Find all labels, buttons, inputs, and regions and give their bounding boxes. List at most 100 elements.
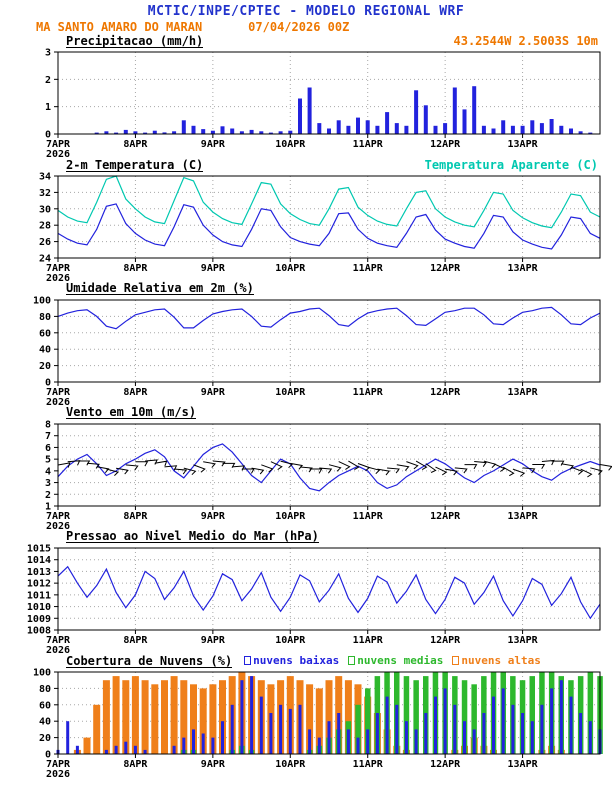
grid-lines xyxy=(58,424,600,506)
legend-mid-clouds: nuvens medias xyxy=(348,654,443,667)
svg-text:1011: 1011 xyxy=(27,590,51,601)
mid-clouds-swatch-icon xyxy=(348,656,356,665)
svg-text:80: 80 xyxy=(39,312,51,323)
high-clouds-label: nuvens altas xyxy=(461,654,541,667)
svg-text:10APR: 10APR xyxy=(275,139,306,150)
svg-text:13APR: 13APR xyxy=(508,139,539,150)
svg-text:9APR: 9APR xyxy=(201,635,226,646)
svg-text:8APR: 8APR xyxy=(123,759,148,770)
main-title: MCTIC/INPE/CPTEC - MODELO REGIONAL WRF xyxy=(147,4,465,19)
pressure-title: Pressao ao Nivel Medio do Mar (hPa) xyxy=(66,529,319,543)
svg-text:2026: 2026 xyxy=(46,273,70,282)
svg-text:0: 0 xyxy=(45,130,51,141)
svg-text:8APR: 8APR xyxy=(123,139,148,150)
series-precip xyxy=(94,86,593,134)
svg-text:3: 3 xyxy=(45,48,51,59)
axis-box xyxy=(57,423,601,507)
svg-text:2: 2 xyxy=(45,490,51,501)
svg-text:10APR: 10APR xyxy=(275,387,306,398)
grid-lines xyxy=(58,548,600,630)
station-label: MA SANTO AMARO DO MARAN xyxy=(36,20,203,34)
panel-temperature: 2-m Temperatura (C) Temperatura Aparente… xyxy=(0,158,612,282)
low-clouds-label: nuvens baixas xyxy=(253,654,340,667)
panel-humidity: Umidade Relativa em 2m (%) 0 20 40 60 80 100 7… xyxy=(0,282,612,406)
pressure-plot: 100810091010101110121013101410157APR2026… xyxy=(27,544,601,654)
wind-chart: 1 2 3 4 5 6 7 8 7APR 2026 8APR 9APR 10APR 11APR 12APR 1… xyxy=(0,420,612,530)
precipitation-title: Precipitacao (mm/h) xyxy=(66,34,204,48)
svg-text:10APR: 10APR xyxy=(275,635,306,646)
svg-text:12APR: 12APR xyxy=(430,511,461,522)
series-apparent-temp xyxy=(57,175,601,229)
page-header: MCTIC/INPE/CPTEC - MODELO REGIONAL WRF M… xyxy=(0,0,612,34)
svg-text:13APR: 13APR xyxy=(508,263,539,274)
wind-title-row: Vento em 10m (m/s) xyxy=(0,406,612,420)
apparent-temperature-legend-label: Temperatura Aparente (C) xyxy=(424,158,598,172)
svg-text:7APR: 7APR xyxy=(46,759,71,770)
svg-text:9APR: 9APR xyxy=(201,387,226,398)
svg-text:12APR: 12APR xyxy=(430,387,461,398)
svg-text:12APR: 12APR xyxy=(430,759,461,770)
legend-low-clouds: nuvens baixas xyxy=(244,654,339,667)
temperature-title: 2-m Temperatura (C) xyxy=(66,158,204,172)
svg-text:11APR: 11APR xyxy=(353,387,384,398)
svg-text:40: 40 xyxy=(39,345,51,356)
svg-text:10APR: 10APR xyxy=(275,511,306,522)
precipitation-chart: 0 1 2 3 7APR 2026 8APR 9APR 10APR 11APR 12APR 13APR xyxy=(0,48,612,158)
humidity-chart: 0 20 40 60 80 100 7APR 2026 8APR 9APR 10APR 11APR 12… xyxy=(0,296,612,406)
wind-title: Vento em 10m (m/s) xyxy=(66,405,197,419)
axis-box xyxy=(57,175,601,259)
location-coords-label: 43.2544W 2.5003S 10m xyxy=(453,34,599,48)
svg-text:20: 20 xyxy=(39,361,51,372)
y-axis: 0 20 40 60 80 100 xyxy=(33,668,58,761)
svg-text:1010: 1010 xyxy=(27,602,51,613)
svg-text:13APR: 13APR xyxy=(508,511,539,522)
svg-text:8APR: 8APR xyxy=(123,511,148,522)
svg-text:28: 28 xyxy=(39,221,51,232)
svg-text:3: 3 xyxy=(45,478,51,489)
svg-text:4: 4 xyxy=(45,466,51,477)
svg-text:8APR: 8APR xyxy=(123,387,148,398)
svg-text:32: 32 xyxy=(39,188,51,199)
mid-clouds-label: nuvens medias xyxy=(357,654,444,667)
svg-text:26: 26 xyxy=(39,237,51,248)
run-datetime-label: 07/04/2026 00Z xyxy=(248,20,350,34)
svg-text:7APR: 7APR xyxy=(46,511,71,522)
axis-box xyxy=(57,51,601,135)
y-axis: 24 26 28 30 32 34 xyxy=(39,172,58,265)
series-rh2m xyxy=(57,306,601,330)
high-clouds-swatch-icon xyxy=(452,656,460,665)
cloud-legend: nuvens baixas nuvens medias nuvens altas xyxy=(244,654,541,667)
svg-text:11APR: 11APR xyxy=(353,139,384,150)
svg-text:9APR: 9APR xyxy=(201,759,226,770)
svg-text:7APR: 7APR xyxy=(46,635,71,646)
svg-text:8APR: 8APR xyxy=(123,635,148,646)
svg-text:1014: 1014 xyxy=(27,555,51,566)
svg-text:2026: 2026 xyxy=(46,149,70,158)
svg-text:8APR: 8APR xyxy=(123,263,148,274)
svg-text:2: 2 xyxy=(45,75,51,86)
precipitation-title-row: Precipitacao (mm/h) 43.2544W 2.5003S 10m xyxy=(0,34,612,48)
svg-text:10APR: 10APR xyxy=(275,263,306,274)
svg-text:0: 0 xyxy=(45,750,51,761)
svg-text:20: 20 xyxy=(39,733,51,744)
panel-wind: Vento em 10m (m/s) 1 2 3 4 5 6 7 8 7APR 2026 8APR 9… xyxy=(0,406,612,530)
temperature-chart: 24 26 28 30 32 34 7APR 2026 8APR 9APR 10APR 11APR 12… xyxy=(0,172,612,282)
subtitle-row: MA SANTO AMARO DO MARAN 07/04/2026 00Z xyxy=(0,20,612,34)
svg-text:80: 80 xyxy=(39,684,51,695)
svg-text:1008: 1008 xyxy=(27,626,51,637)
grid-lines xyxy=(58,300,600,382)
svg-text:12APR: 12APR xyxy=(430,139,461,150)
svg-text:7APR: 7APR xyxy=(46,139,71,150)
series-mslp xyxy=(57,565,601,620)
